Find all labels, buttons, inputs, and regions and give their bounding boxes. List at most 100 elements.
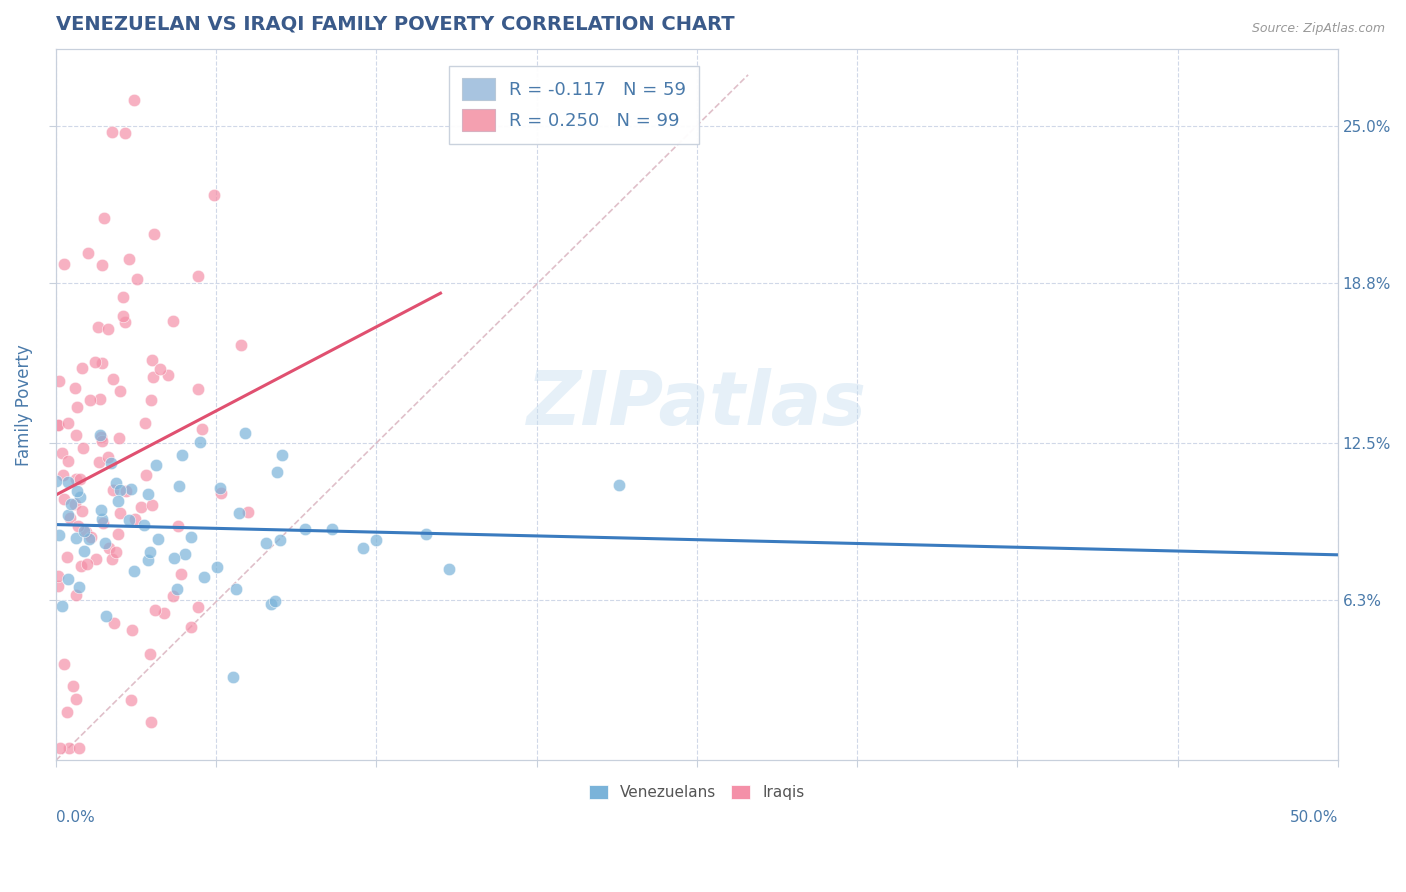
Point (52, 492, 75, 507)
Point (139, 545, 162, 559)
Point (77, 246, 100, 260)
Point (228, 506, 250, 520)
Point (121, 623, 143, 637)
Point (135, 467, 157, 482)
Point (56, 705, 79, 719)
Point (69, 472, 91, 486)
Point (89, 430, 111, 444)
Point (366, 533, 388, 547)
Point (97, 541, 120, 556)
Point (321, 522, 343, 536)
Point (120, 693, 142, 707)
Point (167, 479, 190, 493)
Point (136, 553, 159, 567)
Point (122, 564, 145, 578)
Point (56, 508, 79, 523)
Point (63, 497, 86, 511)
Point (112, 309, 135, 323)
Point (66, 483, 89, 498)
Point (233, 426, 256, 441)
Point (187, 268, 209, 283)
Point (48, 374, 70, 388)
Point (187, 382, 209, 396)
Point (103, 372, 125, 386)
Text: VENEZUELAN VS IRAQI FAMILY POVERTY CORRELATION CHART: VENEZUELAN VS IRAQI FAMILY POVERTY CORRE… (56, 15, 734, 34)
Point (77, 532, 100, 546)
Point (89, 427, 111, 442)
Point (191, 422, 214, 436)
Point (136, 486, 159, 500)
Point (208, 481, 231, 495)
Point (139, 714, 162, 729)
Point (46, 417, 69, 432)
Point (65, 472, 87, 486)
Point (69, 558, 91, 573)
Point (180, 530, 202, 544)
Point (89, 392, 111, 406)
Point (51, 446, 73, 460)
Point (166, 582, 188, 596)
Point (259, 598, 281, 612)
Point (139, 647, 162, 661)
Point (101, 483, 124, 498)
Point (72, 441, 94, 455)
Point (415, 527, 437, 541)
Point (437, 562, 460, 576)
Point (188, 434, 211, 449)
Point (134, 417, 156, 431)
Point (93, 211, 115, 226)
Point (100, 125, 122, 139)
Point (202, 188, 225, 202)
Point (172, 448, 194, 462)
Point (45, 474, 67, 488)
Point (139, 392, 162, 407)
Point (90, 503, 112, 517)
Point (58, 740, 80, 755)
Point (67, 580, 90, 594)
Point (142, 369, 165, 384)
Point (269, 533, 291, 548)
Point (65, 531, 87, 545)
Point (129, 500, 152, 514)
Point (46, 568, 69, 582)
Point (118, 252, 141, 266)
Point (170, 566, 193, 581)
Point (70, 504, 93, 518)
Point (142, 227, 165, 241)
Point (56, 550, 79, 565)
Point (84, 354, 107, 368)
Point (65, 692, 87, 706)
Point (91, 258, 114, 272)
Point (73, 524, 96, 538)
Point (59, 511, 82, 525)
Point (271, 448, 294, 462)
Point (134, 518, 156, 533)
Point (107, 527, 129, 541)
Point (91, 434, 114, 448)
Point (53, 257, 76, 271)
Point (114, 126, 136, 140)
Point (97, 450, 120, 464)
Point (104, 475, 127, 490)
Point (90, 356, 112, 370)
Text: 0.0%: 0.0% (56, 810, 94, 825)
Point (62, 679, 84, 693)
Point (153, 606, 176, 620)
Point (56, 572, 79, 586)
Point (56, 416, 79, 430)
Point (76, 558, 98, 572)
Point (97, 322, 120, 336)
Point (101, 552, 124, 566)
Point (69, 491, 91, 505)
Point (111, 289, 134, 303)
Point (56, 454, 79, 468)
Point (79, 393, 101, 408)
Point (52, 657, 75, 671)
Point (89, 455, 111, 469)
Point (209, 485, 232, 500)
Point (166, 519, 188, 533)
Text: Source: ZipAtlas.com: Source: ZipAtlas.com (1251, 22, 1385, 36)
Point (60, 497, 83, 511)
Point (67, 519, 90, 533)
Point (294, 522, 316, 536)
